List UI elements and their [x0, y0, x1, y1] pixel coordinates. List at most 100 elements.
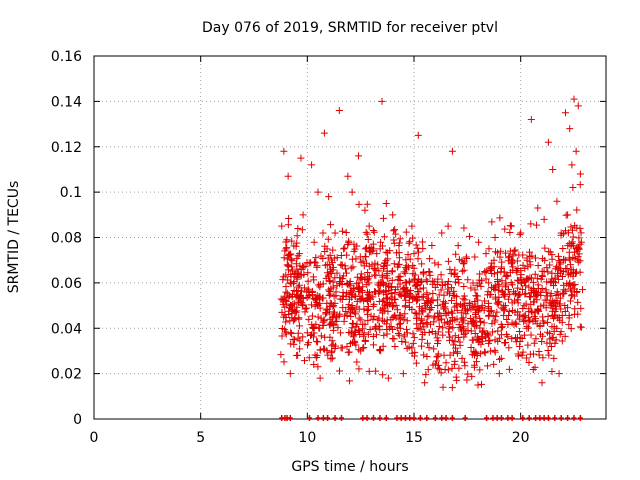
- y-tick-label: 0: [73, 412, 82, 428]
- data-point: [388, 276, 396, 284]
- zero-marker: [545, 415, 551, 421]
- data-point: [409, 262, 417, 270]
- data-point: [448, 364, 456, 372]
- data-point: [444, 285, 452, 293]
- zero-marker: [364, 415, 370, 421]
- data-point: [288, 257, 296, 265]
- data-point: [433, 280, 441, 288]
- data-point: [445, 328, 453, 336]
- data-point: [544, 346, 552, 354]
- zero-marker: [287, 415, 293, 421]
- data-point: [355, 314, 363, 322]
- data-point: [289, 291, 297, 299]
- data-point: [349, 306, 357, 314]
- data-point: [384, 307, 392, 315]
- data-point: [319, 280, 327, 288]
- data-point: [559, 290, 567, 298]
- data-point: [573, 288, 581, 296]
- data-point: [557, 231, 565, 239]
- data-point: [389, 211, 397, 219]
- data-point: [494, 286, 502, 294]
- data-point: [280, 358, 288, 366]
- data-point: [560, 255, 568, 263]
- data-point: [518, 286, 526, 294]
- data-point: [489, 328, 497, 336]
- data-point: [308, 161, 316, 169]
- zero-marker: [537, 415, 543, 421]
- zero-markers: [279, 415, 583, 421]
- data-point: [344, 240, 352, 248]
- data-point: [450, 287, 458, 295]
- y-tick-label: 0.1: [60, 185, 82, 201]
- data-point: [349, 263, 357, 271]
- data-point: [401, 303, 409, 311]
- data-point: [429, 290, 437, 298]
- data-point: [557, 305, 565, 313]
- data-point: [318, 294, 326, 302]
- data-point: [363, 281, 371, 289]
- data-point: [351, 328, 359, 336]
- data-point: [543, 292, 551, 300]
- data-point: [413, 314, 421, 322]
- data-point: [474, 381, 482, 389]
- data-point: [579, 286, 587, 294]
- data-point: [379, 214, 387, 222]
- data-point: [408, 344, 416, 352]
- data-point: [481, 348, 489, 356]
- data-point: [525, 314, 533, 322]
- data-point: [319, 318, 327, 326]
- data-point: [357, 258, 365, 266]
- data-point: [356, 331, 364, 339]
- data-point: [321, 261, 329, 269]
- data-point: [409, 234, 417, 242]
- data-point: [428, 242, 436, 250]
- data-point: [369, 315, 377, 323]
- data-point: [378, 298, 386, 306]
- data-point: [375, 267, 383, 275]
- data-point: [326, 277, 334, 285]
- data-point: [384, 255, 392, 263]
- data-point: [515, 328, 523, 336]
- zero-marker: [411, 415, 417, 421]
- data-point: [460, 224, 468, 232]
- data-point: [375, 346, 383, 354]
- data-point: [517, 267, 525, 275]
- data-point: [327, 221, 335, 229]
- data-point: [440, 298, 448, 306]
- data-point: [492, 248, 500, 256]
- data-point: [473, 358, 481, 366]
- data-point: [439, 331, 447, 339]
- data-point: [435, 291, 443, 299]
- data-point: [401, 269, 409, 277]
- data-point: [296, 262, 304, 270]
- data-point: [326, 290, 334, 298]
- data-point: [392, 286, 400, 294]
- data-point: [444, 288, 452, 296]
- data-point: [554, 275, 562, 283]
- data-point: [353, 280, 361, 288]
- zero-marker: [541, 415, 547, 421]
- data-point: [314, 313, 322, 321]
- data-point: [369, 226, 377, 234]
- data-point: [434, 337, 442, 345]
- data-point: [557, 328, 565, 336]
- data-point: [345, 348, 353, 356]
- data-point: [569, 183, 577, 191]
- data-point: [402, 325, 410, 333]
- data-point: [505, 311, 513, 319]
- data-point: [292, 309, 300, 317]
- data-point: [458, 318, 466, 326]
- data-point: [362, 253, 370, 261]
- data-point: [491, 234, 499, 241]
- data-point: [571, 305, 579, 313]
- data-point: [525, 358, 533, 366]
- data-point: [508, 257, 516, 265]
- data-point: [574, 102, 582, 110]
- zero-marker: [320, 415, 326, 421]
- data-point: [494, 337, 502, 345]
- data-point: [412, 281, 420, 289]
- data-point: [539, 354, 547, 362]
- y-axis-label: SRMTID / TECUs: [6, 181, 22, 294]
- data-point: [305, 291, 313, 299]
- data-point: [526, 350, 534, 358]
